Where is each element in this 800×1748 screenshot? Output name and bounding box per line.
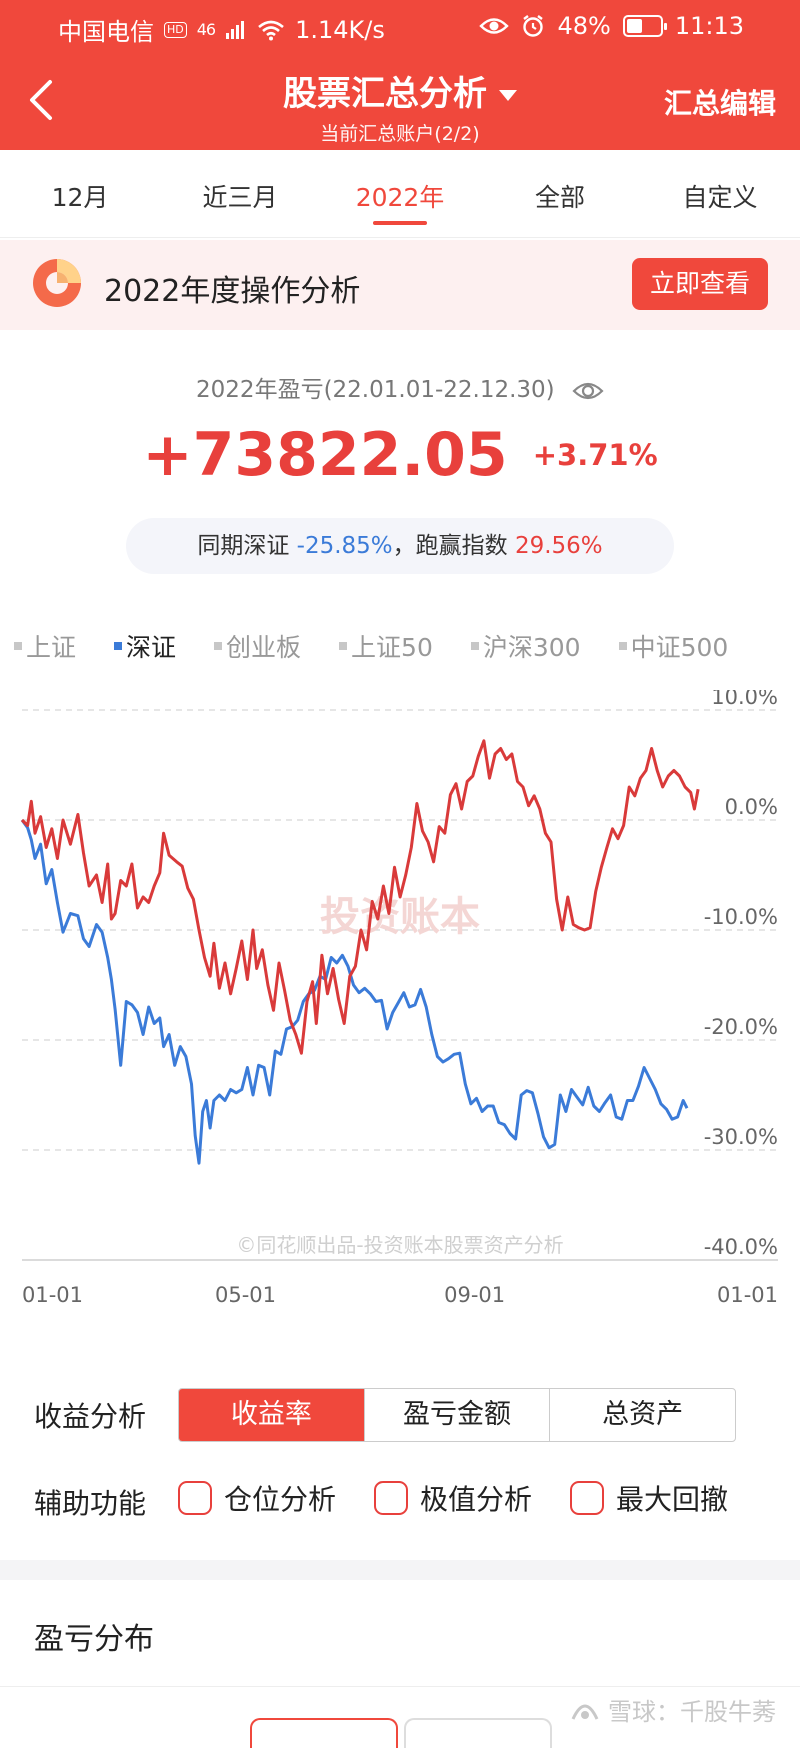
metric-total-assets[interactable]: 总资产 — [602, 1399, 684, 1430]
checkbox-label: 最大回撤 — [616, 1483, 729, 1516]
chart-credit: ©同花顺出品-投资账本股票资产分析 — [236, 1233, 563, 1257]
legend-swatch — [14, 642, 22, 650]
hd-badge: HD — [164, 21, 187, 38]
checkbox-box — [178, 1481, 212, 1515]
profit-amount: +73822.05 — [142, 420, 508, 490]
compare-mid: ，跑赢指数 — [392, 533, 515, 559]
network-speed: 1.14K/s — [295, 15, 385, 44]
index-legend: 上证 深证 创业板 上证50 沪深300 中证500 — [14, 628, 766, 664]
index-return: -25.85% — [296, 533, 393, 559]
legend-label: 深证 — [126, 633, 177, 662]
battery-fill — [626, 19, 643, 33]
network-label: 46 — [196, 20, 216, 39]
aux-function-label: 辅助功能 — [34, 1487, 147, 1520]
legend-chinext[interactable]: 创业板 — [214, 628, 301, 664]
profit-distribution-title: 盈亏分布 — [34, 1622, 154, 1657]
y-tick-label: -30.0% — [704, 1125, 778, 1149]
alarm-icon — [523, 15, 544, 37]
index-comparison: 同期深证 -25.85%，跑赢指数 29.56% — [126, 518, 674, 574]
checkbox-box — [374, 1481, 409, 1515]
battery-percent: 48% — [557, 12, 611, 40]
legend-label: 上证50 — [351, 633, 433, 662]
y-tick-label: -10.0% — [704, 905, 778, 929]
period-tabs: 12月 近三月 2022年 全部 自定义 — [0, 150, 800, 238]
banner-title: 2022年度操作分析 — [104, 274, 361, 309]
tab-custom[interactable]: 自定义 — [682, 183, 758, 212]
max-drawdown-checkbox[interactable]: 最大回撤 — [570, 1478, 728, 1518]
section-divider — [0, 1560, 800, 1580]
aux-function-options: 仓位分析 极值分析 最大回撤 — [178, 1478, 766, 1518]
visibility-eye-icon[interactable] — [572, 380, 604, 402]
x-tick-label: 09-01 — [444, 1283, 505, 1307]
section-line — [0, 1686, 800, 1687]
legend-label: 中证500 — [630, 633, 729, 662]
y-tick-label: -20.0% — [704, 1015, 778, 1039]
tab-12-months[interactable]: 12月 — [51, 183, 109, 212]
legend-label: 上证 — [26, 633, 77, 662]
back-arrow-icon[interactable] — [24, 78, 64, 122]
chart-watermark: 投资账本 — [320, 894, 480, 940]
beat-index-value: 29.56% — [514, 533, 603, 559]
status-bar: 中国电信 HD 46 1.14K/s — [0, 0, 800, 56]
dropdown-caret-icon — [499, 90, 517, 101]
y-tick-label: 0.0% — [725, 795, 778, 819]
distribution-tab-2[interactable] — [404, 1718, 552, 1748]
return-analysis-label: 收益分析 — [34, 1400, 147, 1433]
checkbox-box — [570, 1481, 605, 1515]
clock: 11:13 — [674, 12, 744, 40]
profit-period: 2022年盈亏(22.01.01-22.12.30) — [0, 370, 800, 404]
compare-prefix: 同期深证 — [197, 533, 297, 559]
legend-sse50[interactable]: 上证50 — [339, 628, 433, 664]
metric-return-rate[interactable]: 收益率 — [179, 1389, 365, 1441]
return-metric-toggle: 收益率 盈亏金额 总资产 — [178, 1388, 736, 1442]
x-tick-label: 01-01 — [22, 1283, 83, 1307]
annual-analysis-banner[interactable]: 2022年度操作分析 立即查看 — [0, 240, 800, 330]
return-chart[interactable]: 10.0% 0.0% -10.0% -20.0% -30.0% -40.0% 01-01 05… — [0, 690, 800, 1330]
shenzhen-index-line — [20, 819, 689, 1165]
tab-all[interactable]: 全部 — [534, 183, 585, 212]
footer-watermark: 雪球：千股牛莠 — [570, 1692, 776, 1727]
legend-swatch — [470, 642, 479, 650]
portfolio-return-line — [20, 739, 700, 1055]
legend-shenzhen[interactable]: 深证 — [114, 628, 176, 664]
y-tick-label: -40.0% — [704, 1235, 778, 1259]
checkbox-label: 仓位分析 — [224, 1483, 337, 1516]
legend-swatch — [214, 642, 223, 650]
legend-swatch — [114, 642, 123, 650]
snowball-logo-icon — [571, 1704, 599, 1720]
summary-edit-button[interactable]: 汇总编辑 — [663, 87, 776, 120]
page-title-selector[interactable]: 股票汇总分析 — [283, 66, 517, 115]
eye-icon — [479, 18, 510, 34]
checkbox-label: 极值分析 — [420, 1483, 533, 1516]
profit-figures: +73822.05 +3.71% — [0, 420, 800, 490]
app-header: 中国电信 HD 46 1.14K/s — [0, 0, 800, 150]
legend-label: 创业板 — [226, 633, 302, 662]
signal-icon — [226, 20, 245, 39]
extreme-analysis-checkbox[interactable]: 极值分析 — [374, 1478, 532, 1518]
carrier-label: 中国电信 — [58, 18, 154, 46]
profit-period-label: 2022年盈亏(22.01.01-22.12.30) — [196, 377, 555, 403]
x-tick-label: 05-01 — [215, 1283, 276, 1307]
battery-icon — [622, 15, 667, 37]
legend-swatch — [339, 642, 348, 650]
legend-csi500[interactable]: 中证500 — [618, 628, 729, 664]
legend-label: 沪深300 — [482, 633, 581, 662]
metric-profit-amount[interactable]: 盈亏金额 — [365, 1389, 551, 1441]
page-title: 股票汇总分析 — [283, 74, 487, 114]
legend-csi300[interactable]: 沪深300 — [470, 628, 581, 664]
distribution-tab-1[interactable] — [250, 1718, 398, 1748]
y-tick-label: 10.0% — [711, 690, 778, 709]
legend-swatch — [618, 642, 627, 650]
x-tick-label: 01-01 — [717, 1283, 778, 1307]
legend-shanghai[interactable]: 上证 — [14, 628, 76, 664]
tab-2022[interactable]: 2022年 — [320, 150, 480, 237]
account-subtitle: 当前汇总账户(2/2) — [320, 123, 480, 145]
profit-percent: +3.71% — [532, 438, 658, 472]
pie-chart-icon — [33, 259, 81, 307]
footer-watermark-text: 雪球：千股牛莠 — [608, 1698, 776, 1726]
position-analysis-checkbox[interactable]: 仓位分析 — [178, 1478, 336, 1518]
view-now-button[interactable]: 立即查看 — [632, 258, 768, 310]
wifi-icon — [258, 20, 284, 40]
tab-3-months[interactable]: 近三月 — [202, 183, 278, 212]
